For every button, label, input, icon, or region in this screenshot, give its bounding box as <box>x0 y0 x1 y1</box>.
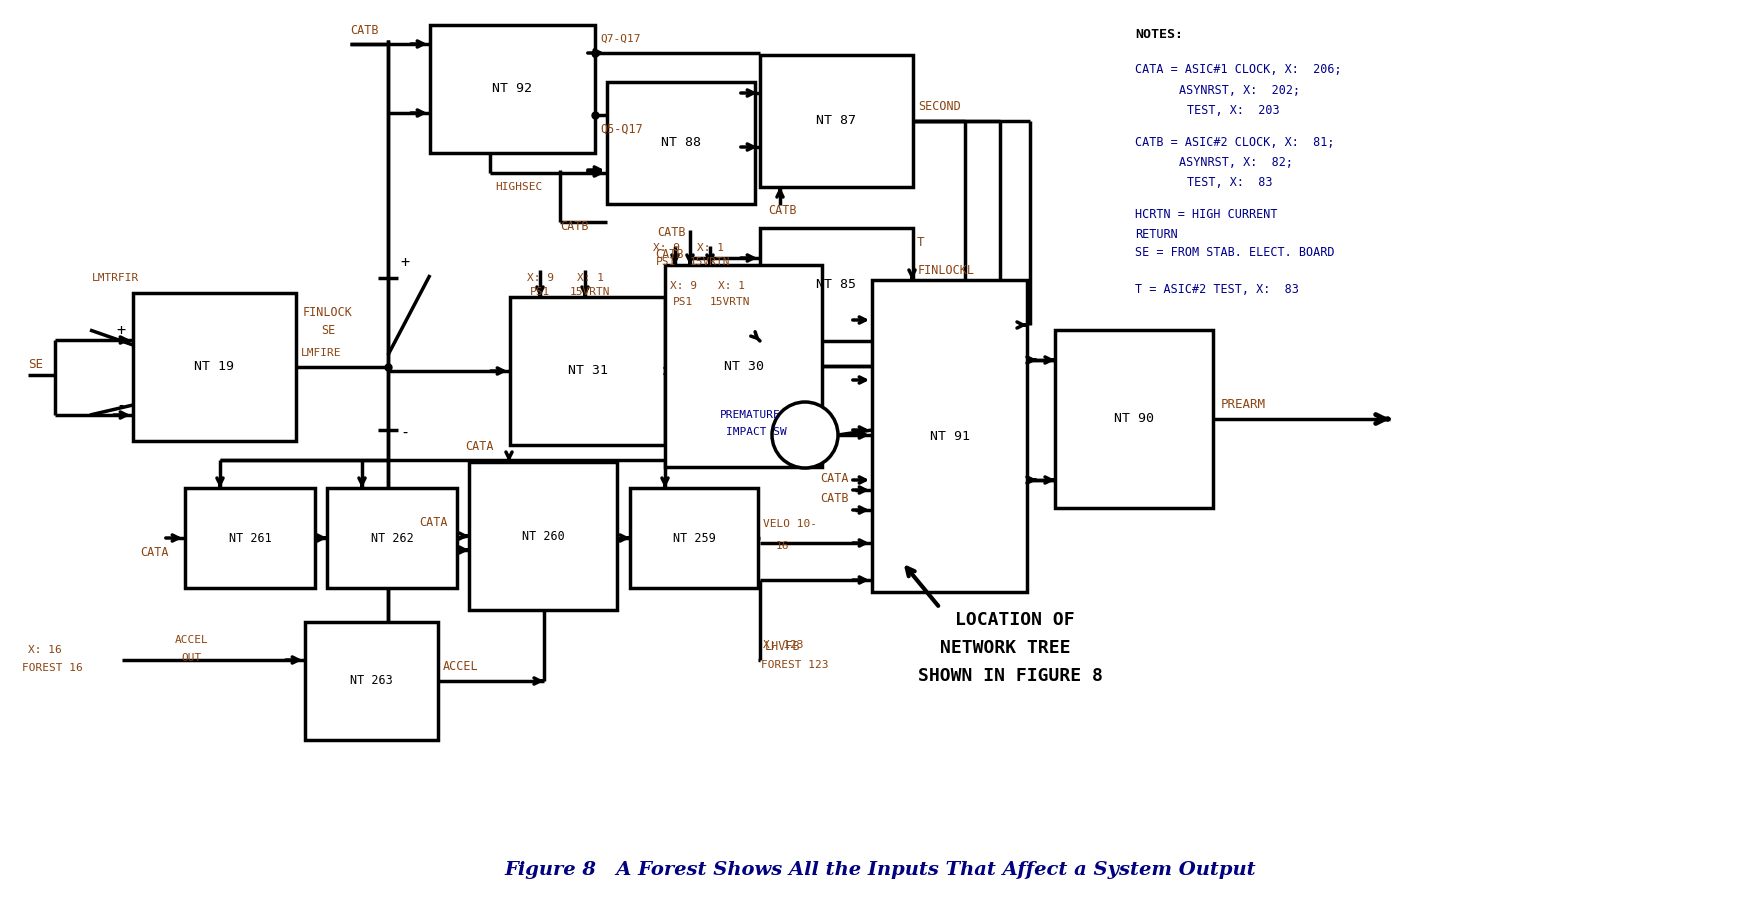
Text: ACCEL: ACCEL <box>174 635 210 645</box>
Text: Q7-Q17: Q7-Q17 <box>601 34 641 44</box>
Text: PREARM: PREARM <box>1220 399 1266 411</box>
Text: FINLOCK: FINLOCK <box>303 305 352 319</box>
Text: X: 9: X: 9 <box>653 243 680 253</box>
Text: NT 30: NT 30 <box>724 359 764 373</box>
Bar <box>430 25 595 153</box>
Text: CATB: CATB <box>657 226 685 239</box>
Text: T: T <box>917 236 925 248</box>
Text: OUT: OUT <box>181 653 201 663</box>
Text: Q5-Q17: Q5-Q17 <box>601 122 643 136</box>
Text: VELO 10-: VELO 10- <box>763 519 817 529</box>
Text: NT 88: NT 88 <box>660 137 701 149</box>
Text: 16: 16 <box>777 541 789 551</box>
Text: IMPACT SW: IMPACT SW <box>726 427 787 437</box>
Bar <box>468 462 616 610</box>
Text: LOCATION OF: LOCATION OF <box>954 611 1074 629</box>
Text: T = ASIC#2 TEST, X:  83: T = ASIC#2 TEST, X: 83 <box>1136 283 1300 296</box>
Text: -: - <box>116 398 125 412</box>
Text: PS1: PS1 <box>673 297 694 307</box>
Bar <box>872 280 1027 592</box>
Text: ACCEL: ACCEL <box>444 661 479 673</box>
Text: +: + <box>116 322 125 338</box>
Circle shape <box>771 402 838 468</box>
Text: PREMATURE: PREMATURE <box>720 410 780 420</box>
Text: CATA: CATA <box>821 472 849 484</box>
Text: CATB: CATB <box>350 23 379 37</box>
Text: NT 260: NT 260 <box>521 529 564 543</box>
Text: X: 1: X: 1 <box>578 273 604 283</box>
Text: 15VRTN: 15VRTN <box>571 287 611 297</box>
Text: -: - <box>400 425 409 439</box>
Text: CATA = ASIC#1 CLOCK, X:  206;: CATA = ASIC#1 CLOCK, X: 206; <box>1136 63 1342 76</box>
Text: +: + <box>400 255 409 269</box>
Text: 15VRTN: 15VRTN <box>690 257 731 267</box>
Text: NT 90: NT 90 <box>1115 412 1153 426</box>
Bar <box>630 488 757 588</box>
Text: CATA: CATA <box>419 516 447 528</box>
Text: X: 9: X: 9 <box>527 273 555 283</box>
Text: CATB: CATB <box>768 203 796 217</box>
Text: PS1: PS1 <box>530 287 549 297</box>
Bar <box>608 82 755 204</box>
Text: NETWORK TREE: NETWORK TREE <box>940 639 1071 657</box>
Bar <box>761 228 912 341</box>
Text: NT 261: NT 261 <box>229 532 271 544</box>
Text: SE: SE <box>28 358 42 372</box>
Text: SE: SE <box>321 323 335 337</box>
Text: NT 31: NT 31 <box>567 364 608 377</box>
Text: FOREST 123: FOREST 123 <box>761 660 828 670</box>
Text: SECOND: SECOND <box>917 101 962 113</box>
Text: NT 87: NT 87 <box>817 114 856 128</box>
Text: SE = FROM STAB. ELECT. BOARD: SE = FROM STAB. ELECT. BOARD <box>1136 246 1335 259</box>
Text: LMTRFIR: LMTRFIR <box>92 273 139 283</box>
Text: NT 262: NT 262 <box>370 532 414 544</box>
Text: TEST, X:  203: TEST, X: 203 <box>1187 104 1280 117</box>
Bar <box>305 622 438 740</box>
Text: NT 92: NT 92 <box>493 83 532 95</box>
Text: NT 85: NT 85 <box>817 278 856 291</box>
Text: CATB: CATB <box>821 491 849 505</box>
Bar <box>761 55 912 187</box>
Text: X: 123: X: 123 <box>763 640 803 650</box>
Text: ASYNRST, X:  82;: ASYNRST, X: 82; <box>1180 156 1293 169</box>
Text: X: 16: X: 16 <box>28 645 62 655</box>
Text: NT 263: NT 263 <box>350 674 393 688</box>
Bar <box>1055 330 1213 508</box>
Text: X: 9: X: 9 <box>669 281 697 291</box>
Bar <box>666 265 822 467</box>
Bar <box>511 297 666 445</box>
Text: LMFIRE: LMFIRE <box>301 348 342 358</box>
Text: LHVFB: LHVFB <box>764 641 801 653</box>
Text: HIGHSEC: HIGHSEC <box>495 182 542 192</box>
Text: NT 259: NT 259 <box>673 532 715 544</box>
Text: CATA: CATA <box>141 545 169 559</box>
Text: RETURN: RETURN <box>1136 228 1178 241</box>
Bar <box>134 293 296 441</box>
Text: HCRTN = HIGH CURRENT: HCRTN = HIGH CURRENT <box>1136 208 1277 221</box>
Text: X: 1: X: 1 <box>718 281 745 291</box>
Text: FINLOCKL: FINLOCKL <box>917 264 976 276</box>
Text: X: 1: X: 1 <box>697 243 724 253</box>
Text: TEST, X:  83: TEST, X: 83 <box>1187 176 1273 189</box>
Text: NT 19: NT 19 <box>194 361 234 374</box>
Text: NOTES:: NOTES: <box>1136 28 1183 41</box>
Text: PS1: PS1 <box>657 257 676 267</box>
Bar <box>185 488 315 588</box>
Text: ASYNRST, X:  202;: ASYNRST, X: 202; <box>1180 84 1300 97</box>
Text: CATB: CATB <box>655 248 683 262</box>
Text: 15VRTN: 15VRTN <box>710 297 750 307</box>
Text: CATA: CATA <box>465 440 493 454</box>
Text: CATB = ASIC#2 CLOCK, X:  81;: CATB = ASIC#2 CLOCK, X: 81; <box>1136 136 1335 149</box>
Text: Figure 8   A Forest Shows All the Inputs That Affect a System Output: Figure 8 A Forest Shows All the Inputs T… <box>504 861 1256 879</box>
Text: FOREST 16: FOREST 16 <box>21 663 83 673</box>
Text: CATB: CATB <box>560 220 588 233</box>
Bar <box>328 488 458 588</box>
Text: SHOWN IN FIGURE 8: SHOWN IN FIGURE 8 <box>917 667 1102 685</box>
Text: NT 91: NT 91 <box>930 429 970 443</box>
